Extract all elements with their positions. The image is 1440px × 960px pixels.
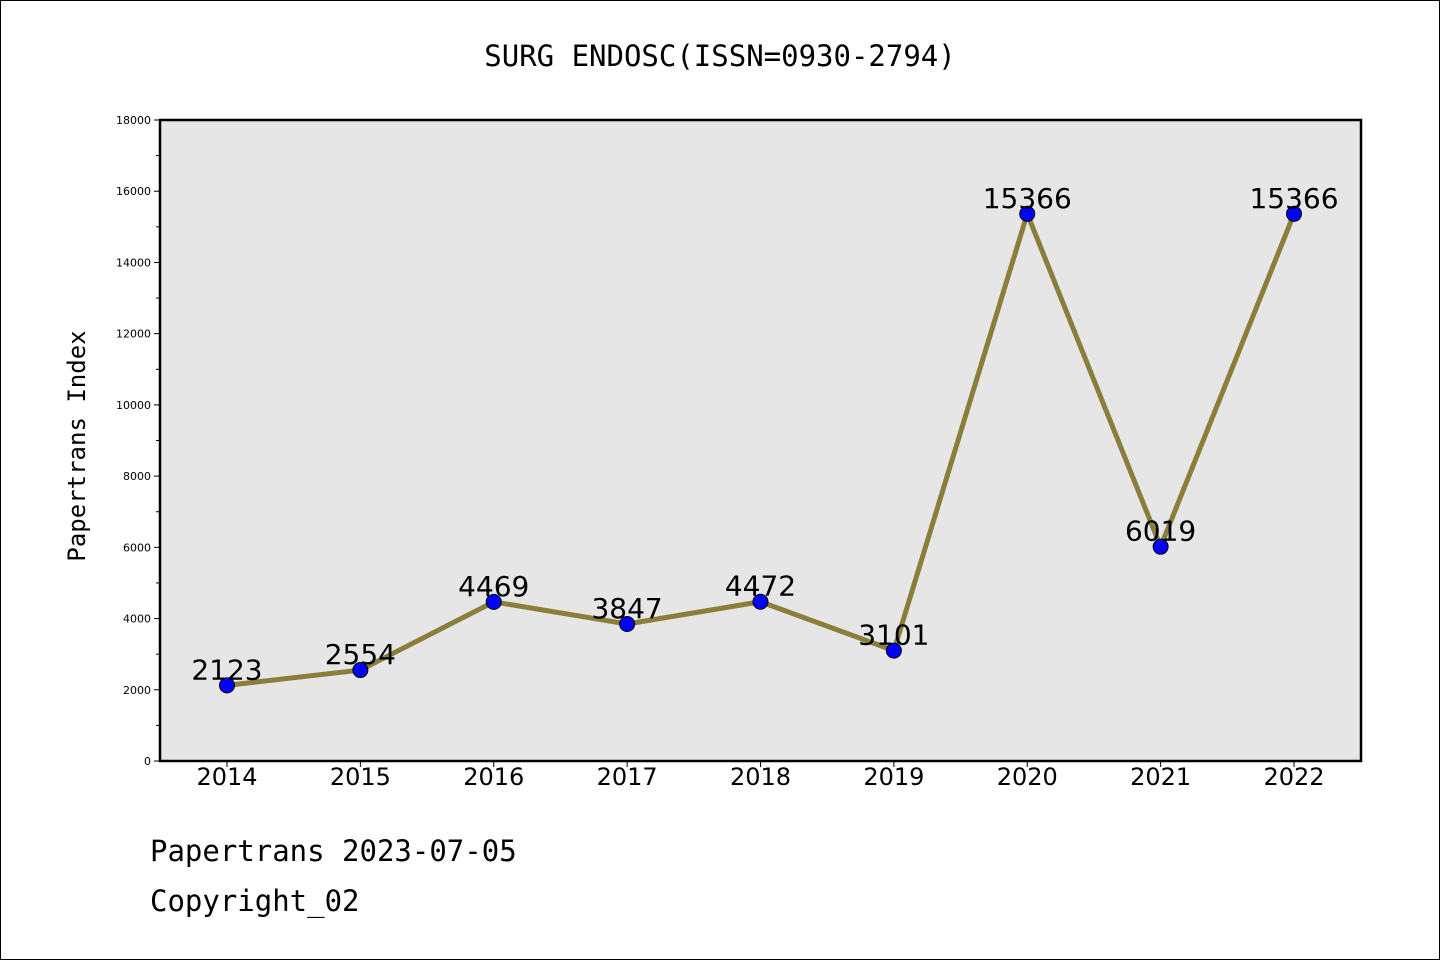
x-tick-label: 2019 — [863, 763, 924, 791]
y-tick-label: 6000 — [123, 541, 151, 554]
data-label: 6019 — [1125, 515, 1196, 548]
plot-border — [158, 118, 1363, 763]
y-tick-label: 16000 — [116, 185, 151, 198]
y-tick-label: 0 — [144, 755, 151, 768]
y-tick-label: 8000 — [123, 470, 151, 483]
y-tick-label: 10000 — [116, 399, 151, 412]
data-label: 2554 — [325, 638, 396, 671]
footer-date: Papertrans 2023-07-05 — [150, 834, 517, 868]
data-label: 15366 — [1249, 182, 1338, 215]
x-tick-label: 2014 — [196, 763, 257, 791]
chart-title: SURG ENDOSC(ISSN=0930-2794) — [484, 39, 955, 73]
y-tick-label: 4000 — [123, 613, 151, 626]
x-tick-label: 2022 — [1263, 763, 1324, 791]
data-point — [752, 593, 769, 610]
x-tick-label: 2015 — [330, 763, 391, 791]
data-point — [1152, 538, 1169, 555]
data-point — [1019, 205, 1036, 222]
data-point — [885, 642, 902, 659]
data-label: 3101 — [858, 619, 929, 652]
x-tick-label: 2018 — [730, 763, 791, 791]
data-point — [352, 662, 369, 679]
data-label: 2123 — [191, 653, 262, 686]
x-tick-label: 2017 — [597, 763, 658, 791]
data-label: 4469 — [458, 570, 529, 603]
data-label: 15366 — [983, 182, 1072, 215]
data-point — [219, 677, 235, 694]
data-point — [619, 616, 636, 633]
y-tick-label: 14000 — [116, 256, 151, 269]
data-label: 4472 — [725, 570, 796, 603]
x-tick-label: 2016 — [463, 763, 524, 791]
data-label: 3847 — [591, 592, 662, 625]
x-tick-label: 2020 — [997, 763, 1058, 791]
y-axis-label: Papertrans Index — [63, 330, 91, 561]
x-tick-label: 2021 — [1130, 763, 1191, 791]
data-point — [485, 593, 502, 610]
y-tick-label: 2000 — [123, 684, 151, 697]
footer-copyright: Copyright_02 — [150, 884, 360, 918]
plot-area — [160, 120, 1361, 761]
series-group: 2123 2554 4469 3847 4472 3101 15366 6019 15366 — [191, 182, 1339, 694]
y-tick-label: 18000 — [116, 114, 151, 127]
y-tick-label: 12000 — [116, 328, 151, 341]
y-axis-ticks: 0 2000 4000 6000 8000 10000 12000 14000 16000 180… — [116, 114, 160, 768]
data-point — [1286, 205, 1302, 222]
x-axis-ticks: 2014 2015 2016 2017 2018 2019 2020 2021 2022 — [196, 761, 1325, 791]
